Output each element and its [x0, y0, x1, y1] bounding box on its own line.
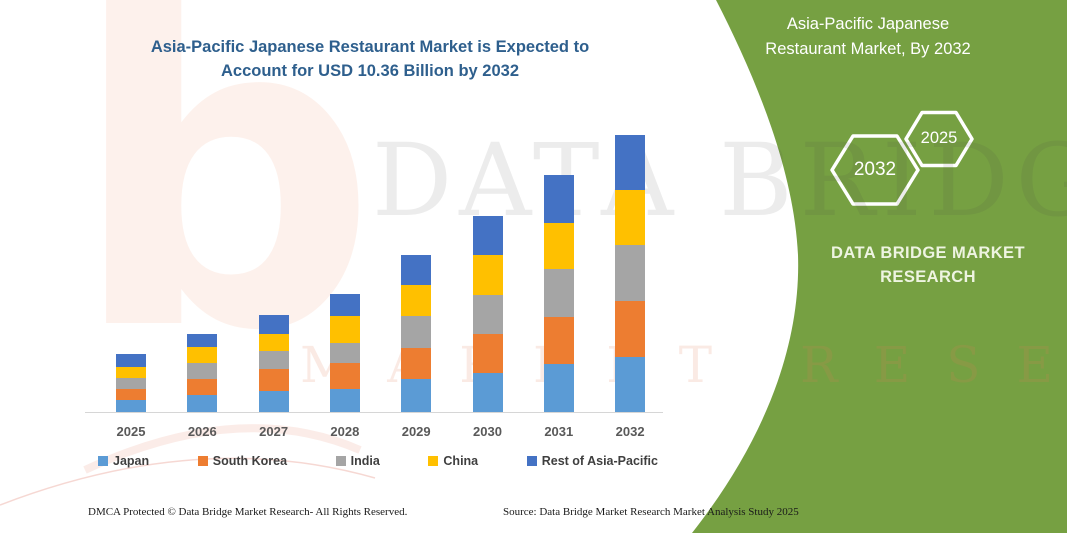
bar-segment-2032-south-korea: [615, 301, 646, 357]
bar-segment-2032-rest-of-asia-pacific: [615, 135, 646, 191]
x-axis-label-2031: 2031: [544, 424, 574, 439]
bar-segment-2032-china: [615, 190, 646, 246]
bar-segment-2025-india: [116, 377, 146, 390]
chart-title-line2: Account for USD 10.36 Billion by 2032: [221, 61, 519, 80]
bar-segment-2031-rest-of-asia-pacific: [543, 174, 574, 223]
bar-segment-2030-south-korea: [472, 333, 503, 373]
bar-segment-2030-japan: [472, 372, 503, 412]
bar-segment-2029-south-korea: [401, 347, 432, 380]
bar-segment-2025-china: [116, 366, 146, 378]
legend-item-south-korea: South Korea: [197, 454, 288, 468]
legend-marker: [335, 456, 346, 466]
chart-title-line1: Asia-Pacific Japanese Restaurant Market …: [150, 38, 590, 56]
bar-segment-2030-china: [472, 254, 503, 295]
bar-segment-2029-india: [401, 315, 432, 348]
x-axis-label-2029: 2029: [401, 424, 431, 439]
bar-segment-2026-japan: [187, 395, 218, 412]
legend-marker: [197, 456, 208, 466]
bar-segment-2029-japan: [401, 379, 432, 412]
bar-segment-2031-south-korea: [543, 316, 574, 364]
x-axis-label-2026: 2026: [187, 424, 217, 439]
bar-segment-2025-japan: [116, 400, 146, 412]
databridge-logo-watermark: b: [70, 0, 378, 425]
stacked-bar-2026: [187, 333, 218, 412]
bar-segment-2026-rest-of-asia-pacific: [187, 333, 218, 348]
legend-marker: [98, 456, 108, 466]
legend-label: China: [443, 454, 479, 468]
chart-legend: Japan South Korea India China Rest of Asia-P…: [98, 454, 658, 468]
green-panel-shape: [692, 0, 1067, 533]
bar-segment-2029-rest-of-asia-pacific: [401, 255, 432, 285]
company-name: DATA BRIDGE MARKET RESEARCH: [831, 244, 1025, 286]
bar-segment-2032-japan: [615, 357, 646, 412]
bar-segment-2026-india: [187, 363, 218, 380]
bar-segment-2029-china: [401, 284, 432, 316]
x-axis-label-2030: 2030: [473, 424, 502, 439]
bar-segment-2031-india: [543, 268, 574, 317]
dmca-copyright-text: DMCA Protected © Data Bridge Market Rese…: [88, 506, 408, 518]
bar-segment-2028-japan: [329, 389, 360, 412]
bar-segment-2027-rest-of-asia-pacific: [258, 314, 289, 334]
bar-segment-2025-rest-of-asia-pacific: [116, 353, 146, 367]
bar-segment-2028-south-korea: [329, 363, 360, 390]
stacked-bar-2025: [116, 353, 146, 412]
legend-marker: [526, 456, 537, 466]
bar-segment-2026-china: [187, 347, 218, 364]
legend-label: India: [350, 454, 380, 468]
source-text: Source: Data Bridge Market Research Mark…: [503, 506, 799, 518]
stacked-bar-2031: [543, 174, 574, 412]
bar-segment-2025-south-korea: [116, 389, 146, 401]
hexagon-2025-outline: [904, 110, 974, 168]
stacked-bar-2029: [401, 255, 432, 412]
x-axis-label-2025: 2025: [116, 424, 146, 439]
bar-segment-2026-south-korea: [187, 379, 218, 396]
bar-segment-2027-south-korea: [258, 369, 289, 391]
legend-item-rest-of-asia-pacific: Rest of Asia-Pacific: [526, 454, 658, 468]
hexagon-2032-label: 2032: [853, 159, 897, 180]
legend-label: South Korea: [212, 454, 288, 468]
chart-title: Asia-Pacific Japanese Restaurant Market …: [110, 36, 630, 84]
legend-marker: [428, 456, 439, 466]
bar-segment-2031-china: [543, 223, 574, 269]
bar-segment-2027-india: [258, 350, 289, 370]
legend-label: Japan: [113, 454, 150, 468]
side-panel-title: Asia-Pacific Japanese Restaurant Market,…: [765, 15, 971, 58]
x-axis-label-2027: 2027: [259, 424, 289, 439]
bar-segment-2028-china: [329, 315, 360, 343]
bar-segment-2027-japan: [258, 390, 289, 412]
bar-segment-2028-india: [329, 342, 360, 364]
stacked-bar-2030: [472, 215, 503, 412]
stacked-bar-plot: [85, 118, 663, 412]
x-axis-label-2028: 2028: [330, 424, 360, 439]
x-axis-labels: 2025 2026 2027 2028 2029 2030 2031 2032: [85, 424, 663, 442]
stacked-bar-2027: [258, 314, 289, 412]
legend-item-india: India: [335, 454, 380, 468]
bar-segment-2030-rest-of-asia-pacific: [472, 215, 503, 255]
bar-segment-2031-japan: [543, 363, 574, 412]
x-axis-label-2032: 2032: [615, 424, 645, 439]
legend-item-china: China: [428, 454, 478, 468]
x-axis-line: [85, 412, 663, 413]
bar-segment-2027-china: [258, 333, 289, 351]
bar-segment-2032-india: [615, 245, 646, 302]
legend-item-japan: Japan: [98, 454, 149, 468]
bar-segment-2030-india: [472, 294, 503, 334]
hexagon-2032-outline: [830, 134, 920, 206]
hexagon-2025-label: 2025: [920, 129, 958, 147]
bar-segment-2028-rest-of-asia-pacific: [329, 294, 360, 316]
stacked-bar-2032: [615, 135, 646, 412]
legend-label: Rest of Asia-Pacific: [541, 454, 658, 468]
stacked-bar-2028: [329, 294, 360, 412]
